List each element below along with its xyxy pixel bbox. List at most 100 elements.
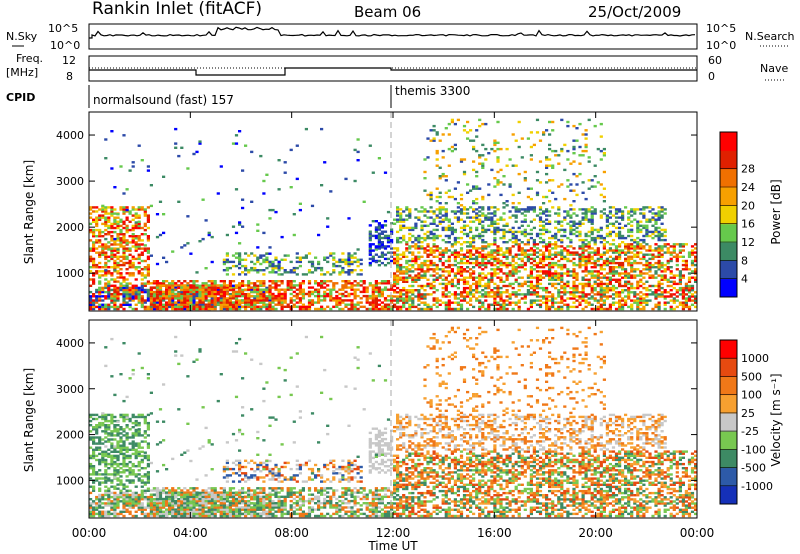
power-cell xyxy=(481,276,485,279)
power-cell xyxy=(663,234,667,238)
power-cell xyxy=(98,216,102,219)
power-cell xyxy=(125,261,129,265)
power-cell xyxy=(459,210,464,213)
power-cell xyxy=(241,169,245,172)
power-cell xyxy=(432,274,436,277)
power-cell xyxy=(241,299,245,302)
power-cell xyxy=(511,202,515,205)
power-cell xyxy=(92,280,96,283)
power-cell xyxy=(542,251,546,254)
power-cell xyxy=(456,268,460,271)
power-cell xyxy=(660,238,664,242)
power-cell xyxy=(408,238,412,242)
power-cell xyxy=(368,249,372,252)
power-cell xyxy=(563,218,567,221)
power-cell xyxy=(630,291,634,294)
power-cell xyxy=(158,233,163,237)
power-cell xyxy=(162,284,166,287)
power-cell xyxy=(453,253,457,256)
power-cell xyxy=(371,292,375,296)
power-cell xyxy=(95,299,99,302)
power-cell xyxy=(323,161,327,164)
power-cell xyxy=(113,293,117,296)
power-cell xyxy=(137,301,141,304)
power-cell xyxy=(545,195,549,199)
power-cell xyxy=(231,260,236,264)
power-cell xyxy=(578,220,582,223)
power-cell xyxy=(107,224,111,228)
power-cell xyxy=(374,280,378,283)
power-cell xyxy=(122,307,126,311)
velocity-cell xyxy=(98,512,102,516)
power-cell xyxy=(192,299,196,302)
power-cell xyxy=(687,280,692,283)
power-cell xyxy=(353,305,357,308)
power-cell xyxy=(459,204,464,207)
power-cell xyxy=(469,189,473,192)
power-cell xyxy=(453,243,457,246)
power-cell xyxy=(441,270,445,273)
power-cell xyxy=(560,234,564,238)
power-cell xyxy=(648,266,652,269)
power-cell xyxy=(475,197,479,201)
power-cell xyxy=(572,147,576,151)
power-cell xyxy=(380,292,384,296)
power-cell xyxy=(475,255,479,258)
power-cell xyxy=(596,299,600,302)
power-cell xyxy=(365,288,369,291)
power-cell xyxy=(557,251,561,254)
power-cell xyxy=(447,226,451,230)
power-cell xyxy=(155,293,160,296)
power-cell xyxy=(119,276,123,279)
power-cell xyxy=(277,188,281,191)
power-cell xyxy=(654,243,658,246)
power-cell xyxy=(180,305,184,309)
power-cell xyxy=(438,257,442,261)
power-cell xyxy=(605,261,609,265)
power-cell xyxy=(630,230,634,234)
power-cell xyxy=(113,295,117,298)
power-cell xyxy=(499,280,503,283)
power-cell xyxy=(596,291,600,294)
power-cell xyxy=(323,292,327,296)
power-cell xyxy=(548,257,552,261)
power-cell xyxy=(523,177,527,180)
power-cell xyxy=(307,305,312,308)
power-cell xyxy=(244,258,248,261)
power-cell xyxy=(535,286,540,290)
power-cell xyxy=(538,212,543,215)
power-cell xyxy=(481,284,485,288)
power-cell xyxy=(137,257,141,261)
power-cell xyxy=(593,299,597,302)
power-cell xyxy=(466,280,470,283)
power-cell xyxy=(219,290,223,294)
freq-tick-bottom: 8 xyxy=(66,70,73,83)
power-cell xyxy=(456,278,460,281)
power-cell xyxy=(228,303,232,306)
power-cell xyxy=(475,280,479,283)
power-cell xyxy=(472,139,476,142)
power-cell xyxy=(517,208,521,211)
power-cell xyxy=(475,226,479,230)
power-cell xyxy=(310,286,315,289)
power-cell xyxy=(469,216,473,219)
power-cell xyxy=(107,255,111,258)
power-cell xyxy=(581,282,585,286)
power-cell xyxy=(584,284,588,288)
power-cell xyxy=(481,197,485,201)
power-cell xyxy=(563,249,567,252)
power-cell xyxy=(596,293,600,296)
power-cell xyxy=(554,307,558,311)
power-cell xyxy=(350,260,354,264)
power-cell xyxy=(624,251,628,254)
power-cell xyxy=(505,261,509,265)
power-cell xyxy=(429,253,433,256)
power-cell xyxy=(162,290,166,294)
power-cell xyxy=(459,278,464,281)
power-cell xyxy=(262,273,266,276)
power-cell xyxy=(432,251,436,254)
power-cell xyxy=(438,175,442,178)
power-cell xyxy=(426,137,430,140)
power-cell xyxy=(380,246,384,249)
power-cell xyxy=(694,280,698,283)
